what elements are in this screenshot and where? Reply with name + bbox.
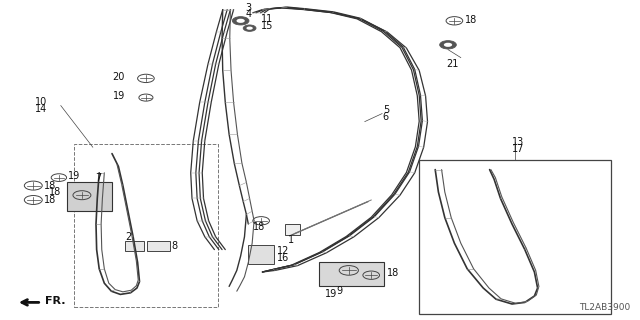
Bar (147, 241, 170, 251)
Text: 10: 10 (35, 97, 47, 108)
Text: 17: 17 (512, 144, 524, 154)
Circle shape (246, 27, 253, 30)
Text: 20: 20 (113, 72, 125, 82)
Bar (125, 241, 144, 251)
Text: 19: 19 (68, 171, 80, 181)
Bar (248, 245, 274, 264)
Text: 18: 18 (49, 187, 61, 197)
Text: 18: 18 (44, 180, 56, 191)
Bar (419, 160, 611, 314)
Bar (319, 262, 384, 286)
Text: 2: 2 (125, 232, 131, 242)
Text: 19: 19 (325, 289, 337, 300)
Text: 12: 12 (276, 246, 289, 256)
Text: 7: 7 (95, 172, 101, 183)
Text: 11: 11 (261, 14, 273, 24)
Bar (285, 224, 300, 235)
Circle shape (440, 41, 456, 49)
Text: FR.: FR. (45, 296, 65, 306)
Text: 18: 18 (465, 15, 477, 25)
Circle shape (243, 25, 256, 31)
Text: 5: 5 (383, 105, 389, 116)
Text: 15: 15 (261, 20, 273, 31)
Bar (67, 182, 112, 211)
Text: 6: 6 (383, 112, 389, 122)
Text: TL2AB3900: TL2AB3900 (579, 303, 630, 312)
Circle shape (232, 17, 249, 25)
Text: 3: 3 (245, 3, 252, 13)
Text: 19: 19 (113, 91, 125, 101)
Circle shape (444, 43, 452, 47)
Text: 14: 14 (35, 104, 47, 114)
Text: 18: 18 (387, 268, 399, 278)
Text: 4: 4 (245, 9, 252, 20)
Text: 1: 1 (288, 235, 294, 245)
Text: 8: 8 (172, 241, 178, 252)
Text: 13: 13 (512, 137, 524, 148)
Circle shape (237, 19, 244, 23)
Text: 18: 18 (44, 195, 56, 205)
Text: 9: 9 (336, 285, 342, 296)
Text: 16: 16 (276, 252, 289, 263)
Text: 18: 18 (253, 222, 265, 232)
Bar (74, 144, 218, 307)
Text: 21: 21 (447, 59, 459, 69)
